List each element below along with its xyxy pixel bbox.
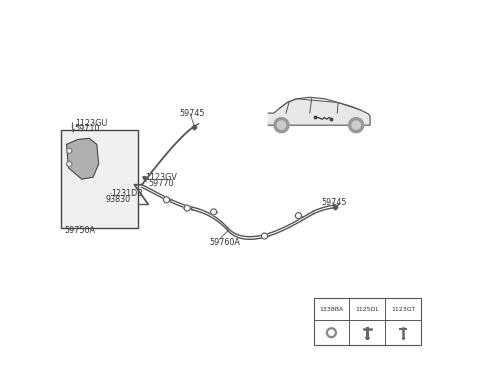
Circle shape [352,121,360,129]
Circle shape [68,163,71,165]
Circle shape [274,118,289,133]
Circle shape [67,148,72,153]
Circle shape [164,197,169,203]
Circle shape [277,121,286,129]
Circle shape [295,213,301,219]
Circle shape [184,205,190,211]
Text: 59750A: 59750A [64,226,95,235]
Text: 59745: 59745 [322,198,347,207]
Circle shape [67,161,72,167]
Text: 59770: 59770 [149,179,174,188]
Text: 59710: 59710 [75,124,100,133]
Text: 1123GU: 1123GU [75,119,107,128]
Circle shape [326,328,336,338]
Bar [61,130,138,228]
Text: 1123GT: 1123GT [391,307,415,312]
Circle shape [348,118,364,133]
Text: 1338BA: 1338BA [319,307,344,312]
Text: 59745: 59745 [180,109,205,118]
Circle shape [211,209,216,215]
Text: 59760A: 59760A [209,238,240,247]
Circle shape [262,233,267,239]
Text: 93830: 93830 [105,195,130,204]
Bar [313,298,421,345]
Text: 1123GV: 1123GV [145,173,177,182]
Text: 1231DB: 1231DB [111,189,143,198]
Text: 1125DL: 1125DL [355,307,379,312]
Circle shape [68,150,71,152]
Polygon shape [268,97,370,125]
Circle shape [329,330,334,336]
Polygon shape [67,138,98,179]
